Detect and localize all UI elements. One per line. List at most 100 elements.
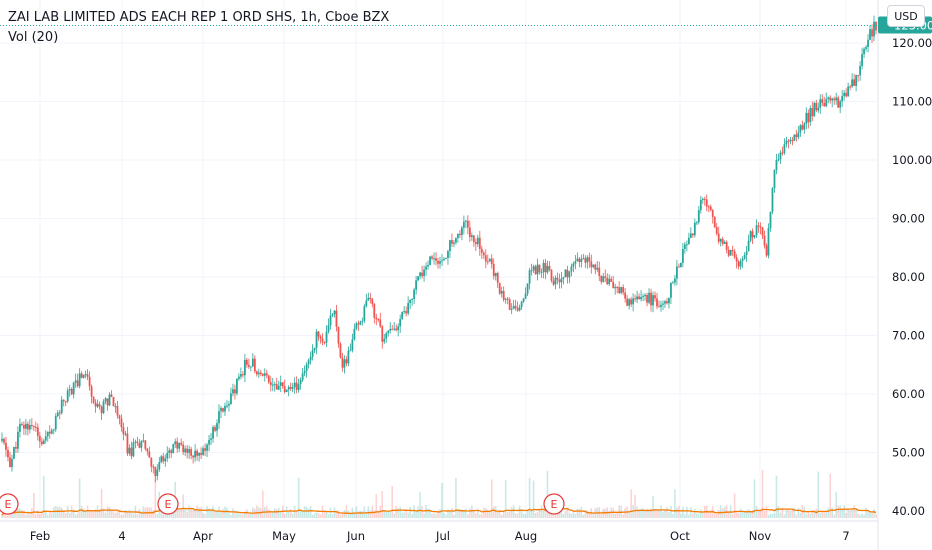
candle-body bbox=[550, 269, 553, 281]
candle-body bbox=[34, 427, 37, 429]
candle-body bbox=[295, 382, 298, 390]
volume-bar bbox=[138, 509, 141, 518]
time-tick-label: Aug bbox=[515, 529, 537, 543]
candle bbox=[781, 146, 784, 156]
candle-body bbox=[365, 300, 368, 307]
candle bbox=[496, 271, 499, 288]
volume-bar bbox=[7, 512, 9, 518]
candle bbox=[492, 258, 495, 280]
volume-bar bbox=[301, 511, 304, 518]
candle bbox=[757, 222, 760, 233]
symbol-title[interactable]: ZAI LAB LIMITED ADS EACH REP 1 ORD SHS, … bbox=[8, 10, 390, 25]
candle bbox=[464, 219, 467, 229]
candle bbox=[3, 437, 5, 446]
candle bbox=[725, 240, 728, 254]
price-axis[interactable]: 40.00 50.00 60.00 70.00 80.00 90.00 100.00 110.… bbox=[892, 36, 932, 518]
candle bbox=[152, 464, 155, 474]
candle bbox=[713, 216, 716, 229]
candle bbox=[261, 373, 264, 377]
candle bbox=[1, 432, 3, 443]
volume-bar bbox=[700, 509, 702, 518]
time-axis[interactable]: Feb 4 Apr May Jun Jul Aug Oct Nov 7 bbox=[30, 529, 850, 543]
candle-body bbox=[349, 350, 352, 352]
volume-bar bbox=[327, 514, 330, 518]
candle-body bbox=[321, 338, 324, 343]
candle-body bbox=[604, 276, 607, 278]
candle-body bbox=[739, 261, 742, 267]
candle bbox=[66, 387, 69, 404]
volume-bar bbox=[389, 512, 392, 518]
volume-bar bbox=[624, 508, 626, 518]
candle bbox=[130, 441, 133, 460]
candle-body bbox=[745, 251, 748, 256]
candle bbox=[397, 323, 400, 337]
candle-body bbox=[381, 326, 384, 342]
volume-bar bbox=[576, 508, 579, 518]
volume-bar bbox=[853, 505, 855, 518]
candle-body bbox=[395, 328, 398, 331]
volume-indicator-label[interactable]: Vol (20) bbox=[8, 30, 59, 45]
earnings-marker[interactable]: E bbox=[157, 493, 179, 515]
candle bbox=[351, 333, 354, 353]
candle bbox=[387, 330, 390, 337]
candle bbox=[679, 262, 682, 268]
volume-bar bbox=[130, 511, 133, 518]
volume-bar bbox=[829, 473, 832, 518]
candle-body bbox=[711, 210, 714, 217]
earnings-marker[interactable]: E bbox=[543, 493, 565, 515]
candle-body bbox=[512, 305, 515, 309]
candle bbox=[38, 431, 41, 448]
candle bbox=[801, 120, 804, 131]
candle bbox=[855, 74, 857, 92]
currency-button[interactable]: USD bbox=[887, 5, 925, 27]
candle bbox=[785, 136, 788, 148]
volume-bar bbox=[636, 506, 638, 518]
candle bbox=[833, 96, 836, 105]
volume-bar bbox=[715, 514, 718, 518]
volume-bar bbox=[508, 511, 511, 518]
candle bbox=[699, 196, 702, 214]
time-tick-label: Oct bbox=[670, 529, 690, 543]
volume-bar bbox=[48, 511, 51, 518]
candle bbox=[413, 287, 416, 304]
volume-bar bbox=[451, 507, 453, 518]
volume-bar bbox=[313, 513, 316, 518]
volume-bar bbox=[658, 509, 660, 518]
candle-body bbox=[749, 231, 752, 241]
volume-bar bbox=[863, 514, 865, 518]
candle-body bbox=[78, 373, 81, 387]
candle-body bbox=[707, 206, 710, 208]
candle-body bbox=[723, 241, 726, 244]
volume-bar bbox=[216, 510, 218, 518]
candle-body bbox=[687, 237, 690, 245]
price-tick-label: 50.00 bbox=[892, 446, 925, 460]
candle-body bbox=[572, 263, 575, 267]
candle bbox=[200, 447, 202, 459]
candle-body bbox=[232, 389, 234, 394]
candle-body bbox=[656, 298, 658, 307]
candle bbox=[62, 399, 65, 407]
volume-bar bbox=[461, 509, 463, 518]
candle bbox=[407, 296, 410, 316]
candle bbox=[265, 369, 268, 379]
candle-body bbox=[56, 412, 59, 416]
candle-body bbox=[313, 347, 316, 351]
earnings-marker[interactable]: E bbox=[0, 493, 19, 515]
volume-bar bbox=[506, 512, 509, 518]
candle-body bbox=[355, 323, 358, 329]
volume-bar bbox=[377, 511, 380, 518]
candle-body bbox=[188, 449, 191, 453]
volume-bar bbox=[100, 488, 103, 518]
candle bbox=[212, 425, 214, 443]
candle-body bbox=[554, 277, 557, 285]
candle-body bbox=[476, 237, 479, 245]
volume-bar bbox=[188, 505, 190, 518]
candle-body bbox=[333, 310, 336, 315]
candle-body bbox=[459, 233, 461, 236]
earnings-marker-circle bbox=[157, 493, 179, 515]
candle-body bbox=[867, 39, 869, 48]
volume-bar bbox=[614, 513, 616, 518]
candle-body bbox=[335, 310, 338, 327]
